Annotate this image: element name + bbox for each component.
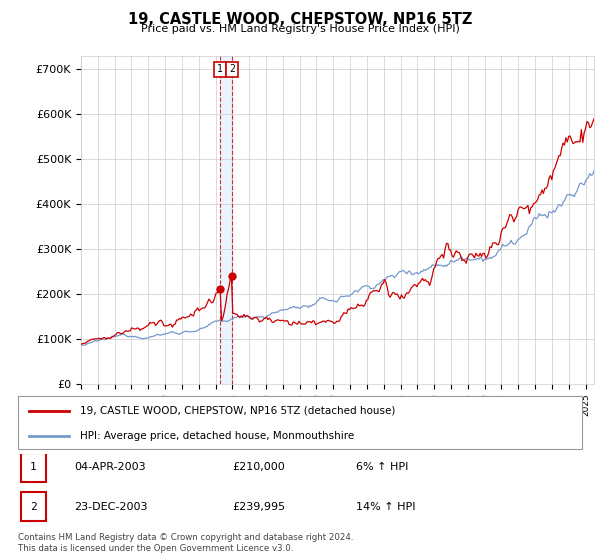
Text: Contains HM Land Registry data © Crown copyright and database right 2024.
This d: Contains HM Land Registry data © Crown c… [18,533,353,553]
Text: 23-DEC-2003: 23-DEC-2003 [74,502,148,511]
Bar [220,56,232,384]
Text: 04-APR-2003: 04-APR-2003 [74,462,146,472]
Text: Price paid vs. HM Land Registry's House Price Index (HPI): Price paid vs. HM Land Registry's House … [140,24,460,34]
FancyBboxPatch shape [21,453,46,482]
Text: 19, CASTLE WOOD, CHEPSTOW, NP16 5TZ: 19, CASTLE WOOD, CHEPSTOW, NP16 5TZ [128,12,472,27]
Text: 14% ↑ HPI: 14% ↑ HPI [356,502,416,511]
FancyBboxPatch shape [21,492,46,521]
Text: 2: 2 [30,502,37,511]
Text: 1: 1 [30,462,37,472]
Text: 19, CASTLE WOOD, CHEPSTOW, NP16 5TZ (detached house): 19, CASTLE WOOD, CHEPSTOW, NP16 5TZ (det… [80,406,395,416]
Text: £210,000: £210,000 [232,462,285,472]
Text: £239,995: £239,995 [232,502,286,511]
FancyBboxPatch shape [18,396,582,449]
Text: HPI: Average price, detached house, Monmouthshire: HPI: Average price, detached house, Monm… [80,431,354,441]
Text: 1: 1 [217,64,223,74]
Text: 6% ↑ HPI: 6% ↑ HPI [356,462,409,472]
Text: 2: 2 [229,64,235,74]
